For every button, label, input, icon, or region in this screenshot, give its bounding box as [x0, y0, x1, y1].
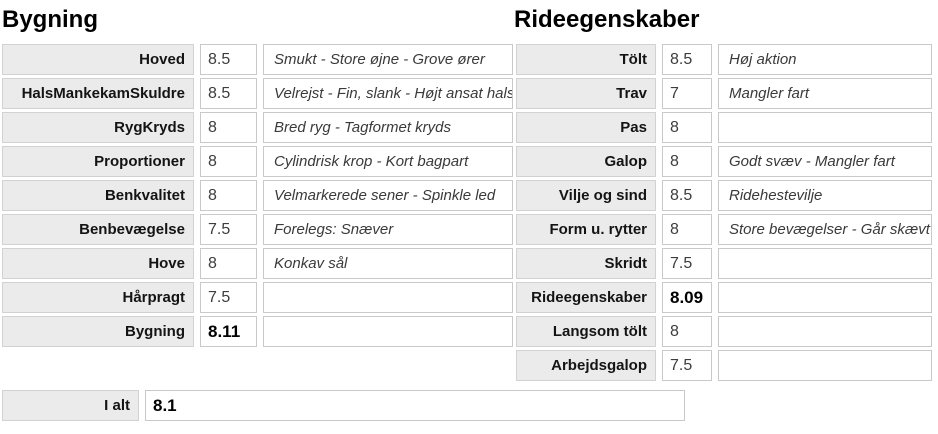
row-comment: Bred ryg - Tagformet kryds: [263, 112, 513, 143]
row-score: 8.5: [662, 44, 712, 75]
row-score: 7.5: [200, 282, 257, 313]
row-score: 8.5: [662, 180, 712, 211]
row-score: 8: [662, 316, 712, 347]
row-label: RygKryds: [2, 112, 194, 143]
row-label: Arbejdsgalop: [516, 350, 656, 381]
grand-total-label: I alt: [2, 390, 139, 421]
row-score: 8.5: [200, 44, 257, 75]
row-score: 7.5: [662, 248, 712, 279]
row-score: 8: [662, 146, 712, 177]
row-score: 8: [662, 214, 712, 245]
row-comment: [718, 350, 932, 381]
row-label: Form u. rytter: [516, 214, 656, 245]
row-comment: [718, 316, 932, 347]
row-score: 8: [200, 146, 257, 177]
row-label: Langsom tölt: [516, 316, 656, 347]
row-label: Tölt: [516, 44, 656, 75]
bygning-table: Hoved 8.5 Smukt - Store øjne - Grove øre…: [2, 44, 513, 347]
row-comment: [718, 112, 932, 143]
total-row-score: 8.11: [200, 316, 257, 347]
row-comment: Smukt - Store øjne - Grove ører: [263, 44, 513, 75]
row-label: Trav: [516, 78, 656, 109]
row-score: 7.5: [200, 214, 257, 245]
total-row-label: Bygning: [2, 316, 194, 347]
row-label: Benkvalitet: [2, 180, 194, 211]
row-label: Hoved: [2, 44, 194, 75]
rideegenskaber-table: Tölt 8.5 Høj aktion Trav 7 Mangler fart …: [516, 44, 932, 381]
row-label: Proportioner: [2, 146, 194, 177]
row-comment: Velmarkerede sener - Spinkle led: [263, 180, 513, 211]
row-label: Benbevægelse: [2, 214, 194, 245]
total-row-comment: [263, 316, 513, 347]
row-comment: Godt svæv - Mangler fart: [718, 146, 932, 177]
total-row-score: 8.09: [662, 282, 712, 313]
row-label: Vilje og sind: [516, 180, 656, 211]
total-row-label: Rideegenskaber: [516, 282, 656, 313]
row-comment: Høj aktion: [718, 44, 932, 75]
row-label: Skridt: [516, 248, 656, 279]
row-comment: Konkav sål: [263, 248, 513, 279]
row-comment: [263, 282, 513, 313]
row-comment: Forelegs: Snæver: [263, 214, 513, 245]
row-score: 8: [200, 112, 257, 143]
row-label: Hårpragt: [2, 282, 194, 313]
row-comment: Cylindrisk krop - Kort bagpart: [263, 146, 513, 177]
row-comment: [718, 248, 932, 279]
total-row-comment: [718, 282, 932, 313]
row-comment: Ridehestevilje: [718, 180, 932, 211]
row-score: 8: [662, 112, 712, 143]
row-label: HalsMankekamSkuldre: [2, 78, 194, 109]
row-comment: Mangler fart: [718, 78, 932, 109]
right-section-title: Rideegenskaber: [514, 6, 700, 33]
grand-total-table: I alt 8.1: [2, 390, 685, 421]
row-label: Hove: [2, 248, 194, 279]
left-section-title: Bygning: [2, 6, 98, 33]
row-score: 7.5: [662, 350, 712, 381]
row-score: 8: [200, 180, 257, 211]
row-comment: Velrejst - Fin, slank - Højt ansat hals: [263, 78, 513, 109]
row-score: 8.5: [200, 78, 257, 109]
row-comment: Store bevægelser - Går skævt: [718, 214, 932, 245]
row-label: Pas: [516, 112, 656, 143]
grand-total-value: 8.1: [145, 390, 685, 421]
row-label: Galop: [516, 146, 656, 177]
row-score: 7: [662, 78, 712, 109]
row-score: 8: [200, 248, 257, 279]
